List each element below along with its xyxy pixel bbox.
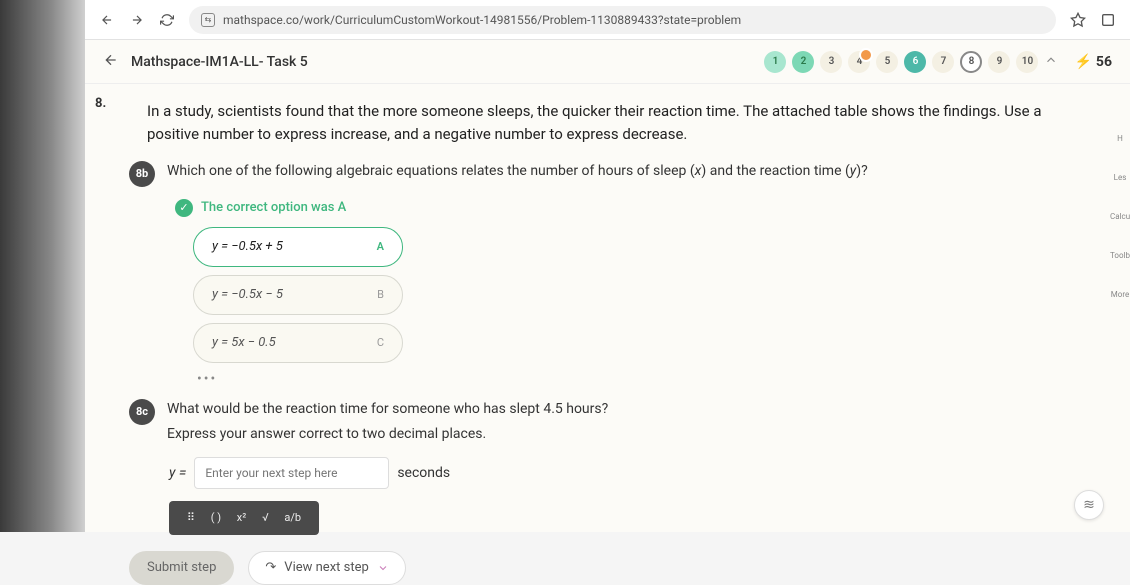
bolt-icon: ⚡ xyxy=(1074,54,1091,70)
chevron-up-icon[interactable] xyxy=(1044,52,1058,71)
option-letter: A xyxy=(377,240,384,253)
progress-dot-9[interactable]: 9 xyxy=(988,51,1010,73)
correct-feedback: ✓ The correct option was A xyxy=(175,199,1096,217)
option-a[interactable]: y = −0.5x + 5 A xyxy=(193,227,403,267)
rail-calculator[interactable]: Calcul xyxy=(1110,212,1130,221)
streak-badge: ⚡ 56 xyxy=(1074,54,1112,70)
paren-icon[interactable]: ( ) xyxy=(211,511,221,524)
progress-dot-1[interactable]: 1 xyxy=(764,51,786,73)
more-dots-icon[interactable]: ••• xyxy=(197,371,1096,387)
task-title: Mathspace-IM1A-LL- Task 5 xyxy=(131,54,308,70)
rail-h[interactable]: H xyxy=(1110,134,1130,143)
keypad-icon[interactable]: ⠿ xyxy=(187,511,195,524)
question-prompt: In a study, scientists found that the mo… xyxy=(147,100,1096,147)
hint-bubble-icon[interactable]: ≋ xyxy=(1074,490,1104,520)
streak-count: 56 xyxy=(1096,54,1112,70)
progress-dot-3[interactable]: 3 xyxy=(820,51,842,73)
option-c[interactable]: y = 5x − 0.5 C xyxy=(193,323,403,363)
rail-lessons[interactable]: Les xyxy=(1110,173,1130,182)
option-letter: B xyxy=(377,288,384,301)
fraction-icon[interactable]: a/b xyxy=(284,511,301,524)
browser-address-bar: ⇆ mathspace.co/work/CurriculumCustomWork… xyxy=(85,0,1130,40)
option-formula: y = −0.5x + 5 xyxy=(212,239,283,254)
sub-badge-8c: 8c xyxy=(129,399,155,425)
sqrt-icon[interactable]: √ xyxy=(262,511,269,524)
exponent-icon[interactable]: x² xyxy=(237,511,247,524)
progress-dot-4[interactable]: 4 xyxy=(848,51,870,73)
task-back-icon[interactable] xyxy=(103,52,119,72)
forward-icon[interactable] xyxy=(129,12,145,28)
reload-icon[interactable] xyxy=(159,12,175,28)
math-toolbar: ⠿ ( ) x² √ a/b xyxy=(169,501,319,535)
star-icon[interactable] xyxy=(1070,12,1086,28)
rail-more[interactable]: More xyxy=(1110,290,1130,299)
subquestion-8b: 8b Which one of the following algebraic … xyxy=(129,161,1096,187)
rail-toolbox[interactable]: Toolb xyxy=(1110,251,1130,260)
right-rail: H Les Calcul Toolb More xyxy=(1110,84,1130,299)
correct-text: The correct option was A xyxy=(201,200,346,215)
page-gutter xyxy=(0,0,85,532)
action-row: Submit step ↷ View next step xyxy=(129,551,1096,585)
url-text: mathspace.co/work/CurriculumCustomWorkou… xyxy=(223,13,741,27)
progress-dots: 123456789 10 xyxy=(764,51,1038,73)
progress-dot-2[interactable]: 2 xyxy=(792,51,814,73)
progress-dot-10[interactable]: 10 xyxy=(1016,51,1038,73)
progress-dot-6[interactable]: 6 xyxy=(904,51,926,73)
sub-badge-8b: 8b xyxy=(129,161,155,187)
progress-dot-5[interactable]: 5 xyxy=(876,51,898,73)
redo-icon: ↷ xyxy=(265,560,276,575)
submit-button[interactable]: Submit step xyxy=(129,551,234,585)
sub-text-8b: Which one of the following algebraic equ… xyxy=(167,161,868,182)
site-settings-icon[interactable]: ⇆ xyxy=(201,13,215,27)
url-box[interactable]: ⇆ mathspace.co/work/CurriculumCustomWork… xyxy=(189,6,1056,34)
option-formula: y = 5x − 0.5 xyxy=(212,335,276,350)
option-formula: y = −0.5x − 5 xyxy=(212,287,283,302)
progress-dot-7[interactable]: 7 xyxy=(932,51,954,73)
check-icon: ✓ xyxy=(175,199,193,217)
unit-label: seconds xyxy=(397,465,450,481)
option-b[interactable]: y = −0.5x − 5 B xyxy=(193,275,403,315)
y-equals-label: y = xyxy=(169,465,186,481)
view-next-button[interactable]: ↷ View next step xyxy=(248,551,405,585)
subquestion-8c: 8c What would be the reaction time for s… xyxy=(129,399,1096,445)
chevron-down-icon xyxy=(377,562,389,574)
question-number: 8. xyxy=(95,96,106,111)
answer-input[interactable] xyxy=(194,457,389,489)
extension-icon[interactable] xyxy=(1100,12,1116,28)
sub-text-8c: What would be the reaction time for some… xyxy=(167,399,608,445)
progress-dot-8[interactable]: 8 xyxy=(960,51,982,73)
browser-window: ⇆ mathspace.co/work/CurriculumCustomWork… xyxy=(85,0,1130,532)
task-header: Mathspace-IM1A-LL- Task 5 12345678910 ⚡ … xyxy=(85,40,1130,84)
back-icon[interactable] xyxy=(99,12,115,28)
answer-row: y = seconds xyxy=(169,457,1096,489)
question-content: 8. In a study, scientists found that the… xyxy=(85,84,1130,585)
option-letter: C xyxy=(377,336,384,349)
